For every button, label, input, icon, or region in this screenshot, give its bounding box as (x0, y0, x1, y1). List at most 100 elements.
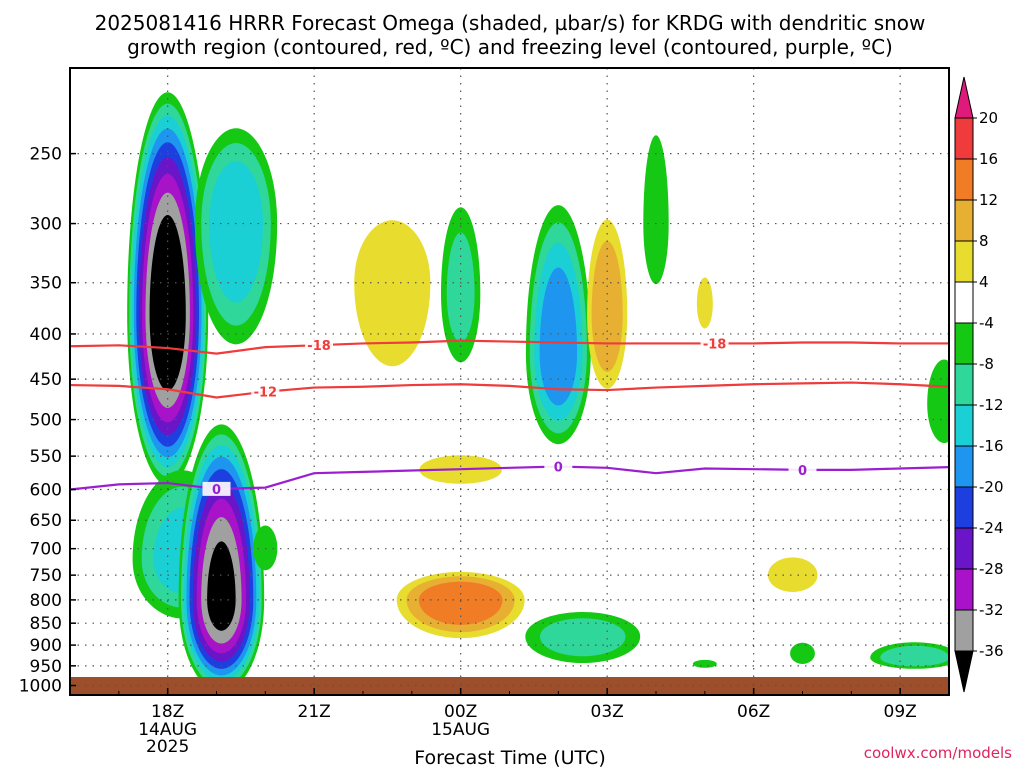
omega-cell (525, 205, 591, 445)
omega-level-4 (696, 277, 713, 329)
x-tick-label: 03Z (591, 702, 624, 722)
colorbar-label: 8 (979, 232, 989, 250)
omega-cell (587, 219, 628, 389)
omega-cell (870, 642, 949, 669)
colorbar-top-arrow (954, 76, 974, 119)
omega-cell (441, 207, 481, 363)
omega-cell (253, 525, 278, 571)
y-tick-label: 900 (30, 636, 62, 656)
colorbar-label: -16 (979, 437, 1004, 455)
omega-cell (194, 128, 278, 345)
omega-level--8 (446, 232, 475, 343)
y-tick-label: 550 (30, 447, 62, 467)
omega-level--16 (539, 267, 578, 406)
dgz-contour (70, 381, 949, 399)
x-tick-sublabel: 14AUG (138, 720, 197, 740)
colorbar-label: 20 (979, 109, 998, 127)
omega-cell (396, 571, 525, 639)
contour-label-bg (202, 481, 231, 496)
omega-cell (354, 220, 431, 367)
y-tick-label: 300 (30, 215, 62, 235)
colorbar-label: -28 (979, 560, 1004, 578)
colorbar-swatch (954, 404, 974, 447)
colorbar-swatch (954, 568, 974, 611)
omega-level--4 (643, 135, 669, 285)
colorbar-label: -12 (979, 396, 1004, 414)
contour-label-bg (544, 459, 573, 474)
colorbar-bottom-arrow (954, 650, 974, 693)
colorbar-swatch (954, 445, 974, 488)
omega-cell (178, 424, 265, 693)
colorbar-label: -20 (979, 478, 1004, 496)
omega-cell (767, 557, 818, 592)
colorbar-label: -8 (979, 355, 994, 373)
omega-level-4 (767, 557, 818, 592)
y-tick-label: 250 (30, 145, 62, 165)
omega-cell (525, 611, 641, 664)
colorbar-swatch (954, 363, 974, 406)
omega-shading (127, 92, 949, 693)
omega-cell (927, 359, 949, 444)
colorbar-label: 12 (979, 191, 998, 209)
x-tick-label: 09Z (884, 702, 917, 722)
y-tick-label: 750 (30, 566, 62, 586)
omega-level--8 (539, 618, 626, 657)
contour-label: -18 (307, 339, 331, 354)
x-tick-sublabel: 15AUG (431, 720, 490, 740)
colorbar-swatch (954, 281, 974, 324)
omega-level-12 (418, 581, 503, 625)
contour-label-bg (700, 336, 729, 351)
colorbar-swatch (954, 158, 974, 201)
omega-cell (790, 642, 815, 664)
y-tick-label: 350 (30, 274, 62, 294)
ground-surface (70, 677, 949, 695)
x-tick-sublabel: 2025 (146, 737, 189, 757)
contour-label-bg (305, 338, 334, 353)
omega-level-4 (354, 220, 431, 367)
omega-level--4 (692, 659, 717, 668)
contour-label-bg (251, 384, 280, 399)
x-axis-title: Forecast Time (UTC) (414, 747, 605, 768)
omega-cell (127, 92, 209, 486)
colorbar-swatch (954, 527, 974, 570)
omega-level--4 (927, 359, 949, 444)
contour-label: 0 (798, 464, 807, 479)
colorbar-label: -36 (979, 642, 1004, 660)
omega-level--4 (253, 525, 278, 571)
colorbar-label: 16 (979, 150, 998, 168)
y-tick-label: 1000 (19, 677, 62, 697)
y-tick-label: 650 (30, 511, 62, 531)
x-tick-label: 06Z (737, 702, 770, 722)
x-tick-label: 00Z (444, 702, 477, 722)
colorbar: 20 16 12 8 4 -4 -8 -12 -16 -20 -24 -28 -32 -36 (954, 76, 1004, 693)
colorbar-swatch (954, 240, 974, 283)
contour-labels: -18 -18 -12 0 0 0 (202, 336, 817, 498)
contour-label: 0 (212, 483, 221, 498)
colorbar-swatch (954, 117, 974, 160)
omega-level--4 (790, 642, 815, 664)
y-tick-label: 450 (30, 370, 62, 390)
colorbar-swatch (954, 486, 974, 529)
contour-label: -18 (703, 337, 727, 352)
chart-title: 2025081416 HRRR Forecast Omega (shaded, … (95, 11, 926, 35)
colorbar-label: -24 (979, 519, 1004, 537)
credit-link[interactable]: coolwx.com/models (864, 744, 1012, 762)
omega-level-8 (591, 240, 623, 372)
colorbar-label: -32 (979, 601, 1004, 619)
omega-level--8 (880, 645, 949, 667)
omega-level--36 (207, 541, 236, 631)
contour-label: -12 (254, 386, 278, 401)
colorbar-swatch (954, 199, 974, 242)
y-tick-label: 850 (30, 614, 62, 634)
omega-level--12 (209, 161, 263, 303)
y-tick-label: 700 (30, 540, 62, 560)
omega-cell (692, 659, 717, 668)
contour-label: 0 (554, 460, 563, 475)
colorbar-label: -4 (979, 314, 994, 332)
y-tick-label: 950 (30, 657, 62, 677)
x-tick-label: 18Z (151, 702, 184, 722)
colorbar-label: 4 (979, 273, 989, 291)
y-tick-label: 400 (30, 325, 62, 345)
colorbar-swatch (954, 322, 974, 365)
